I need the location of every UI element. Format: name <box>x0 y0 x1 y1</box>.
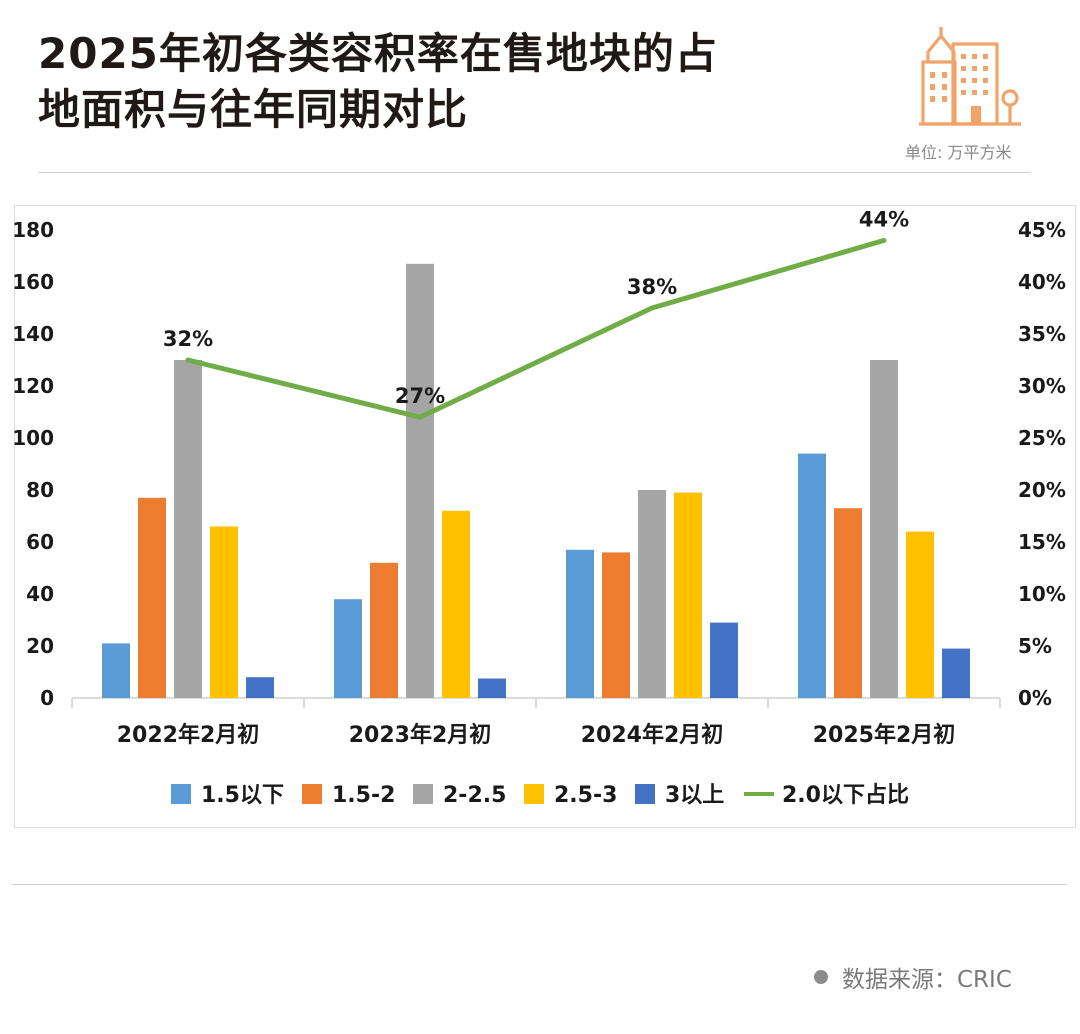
y-left-tick-label: 140 <box>12 322 54 346</box>
bar-1.5-2 <box>834 508 862 698</box>
bar-3以上 <box>478 678 506 698</box>
bar-1.5-2 <box>138 497 166 698</box>
title-line-2: 地面积与往年同期对比 <box>38 85 469 134</box>
y-left-tick-label: 100 <box>12 426 54 450</box>
source-note: 数据来源：CRIC <box>814 960 1012 994</box>
bar-1.5以下 <box>334 599 362 698</box>
x-category-label: 2024年2月初 <box>581 722 724 748</box>
bar-2-2.5 <box>174 360 202 698</box>
bar-1.5以下 <box>566 549 594 698</box>
legend-label: 2-2.5 <box>443 783 506 808</box>
legend-label: 1.5以下 <box>201 783 284 808</box>
bottom-divider <box>12 884 1067 885</box>
legend-label: 2.0以下占比 <box>782 783 909 808</box>
bar-1.5-2 <box>370 562 398 698</box>
line-data-label: 27% <box>395 384 445 408</box>
y-right-tick-label: 25% <box>1018 426 1066 450</box>
legend-label: 1.5-2 <box>332 783 395 808</box>
legend-swatch <box>171 784 191 804</box>
y-right-tick-label: 45% <box>1018 218 1066 242</box>
line-data-label: 44% <box>859 207 909 231</box>
y-left-tick-label: 0 <box>40 686 54 710</box>
bar-2-2.5 <box>638 490 666 698</box>
line-data-label: 32% <box>163 327 213 351</box>
y-right-tick-label: 5% <box>1018 634 1052 658</box>
title-line-1: 2025年初各类容积率在售地块的占 <box>38 29 718 78</box>
legend-swatch <box>413 784 433 804</box>
chart-frame <box>14 205 1076 828</box>
x-category-label: 2025年2月初 <box>813 722 956 748</box>
chart-title: 2025年初各类容积率在售地块的占 地面积与往年同期对比 <box>38 26 858 138</box>
y-left-tick-label: 40 <box>26 582 54 606</box>
legend-swatch <box>302 784 322 804</box>
bar-2.5-3 <box>674 492 702 698</box>
legend-swatch <box>524 784 544 804</box>
y-left-tick-label: 20 <box>26 634 54 658</box>
x-category-label: 2023年2月初 <box>349 722 492 748</box>
x-category-label: 2022年2月初 <box>117 722 260 748</box>
bar-2.5-3 <box>442 510 470 698</box>
combo-chart: 0 20 40 60 80 100 120 140 160 180 0% 5% 10% 15% 20% 25%… <box>12 207 1066 808</box>
building-logo-icon <box>919 27 1021 126</box>
bar-2.5-3 <box>906 531 934 698</box>
bar-3以上 <box>942 648 970 698</box>
source-text: 数据来源：CRIC <box>842 967 1012 993</box>
bar-1.5以下 <box>798 453 826 698</box>
legend-label: 2.5-3 <box>554 783 617 808</box>
bar-2-2.5 <box>406 263 434 698</box>
unit-label: 单位: 万平方米 <box>905 143 1012 162</box>
legend-swatch <box>635 784 655 804</box>
y-right-tick-label: 0% <box>1018 686 1052 710</box>
line-2.0以下占比 <box>185 237 887 420</box>
bullet-dot-icon <box>814 970 828 984</box>
y-right-tick-label: 15% <box>1018 530 1066 554</box>
bar-3以上 <box>246 677 274 698</box>
y-right-tick-label: 10% <box>1018 582 1066 606</box>
bar-2-2.5 <box>870 360 898 698</box>
y-left-tick-label: 60 <box>26 530 54 554</box>
y-right-tick-label: 40% <box>1018 270 1066 294</box>
y-left-tick-label: 180 <box>12 218 54 242</box>
top-divider <box>38 172 1031 173</box>
y-right-tick-label: 35% <box>1018 322 1066 346</box>
y-left-tick-label: 120 <box>12 374 54 398</box>
line-data-label: 38% <box>627 275 677 299</box>
y-left-tick-label: 80 <box>26 478 54 502</box>
y-left-tick-label: 160 <box>12 270 54 294</box>
bar-1.5以下 <box>102 643 130 698</box>
legend-label: 3以上 <box>665 783 724 808</box>
bar-2.5-3 <box>210 526 238 698</box>
bar-1.5-2 <box>602 552 630 698</box>
bar-3以上 <box>710 622 738 698</box>
y-right-tick-label: 30% <box>1018 374 1066 398</box>
y-right-tick-label: 20% <box>1018 478 1066 502</box>
